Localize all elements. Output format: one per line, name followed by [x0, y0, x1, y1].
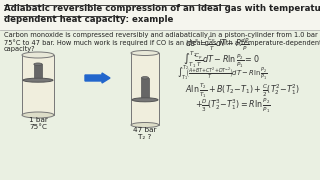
Ellipse shape [23, 78, 53, 82]
Bar [131, 53, 159, 125]
Bar [22, 55, 54, 115]
Text: $\int_{T_1}^{T_2}\!\!\left(\!\frac{A{+}BT{+}CT^2{+}DT^{-2}}{T}\!\right)\!dT - R\: $\int_{T_1}^{T_2}\!\!\left(\!\frac{A{+}B… [177, 64, 268, 83]
Text: $ds^s = \frac{C_p}{T}dT - R\frac{dP}{P}$: $ds^s = \frac{C_p}{T}dT - R\frac{dP}{P}$ [185, 35, 250, 53]
Bar [0, 0, 320, 30]
Ellipse shape [34, 63, 42, 66]
Bar [34, 64, 42, 80]
Text: T₂ ?: T₂ ? [138, 134, 152, 140]
Ellipse shape [132, 98, 158, 102]
Ellipse shape [22, 52, 54, 58]
Text: 75°C: 75°C [29, 124, 47, 130]
Text: dependent heat capacity: example: dependent heat capacity: example [4, 15, 173, 24]
Bar [0, 30, 320, 180]
Bar [141, 78, 149, 100]
Ellipse shape [131, 51, 159, 55]
FancyArrow shape [85, 73, 110, 83]
Text: $\int_{T_1}^{T_2}\!\frac{C_p}{T}dT - R\ln\frac{P_2}{P_1} = 0$: $\int_{T_1}^{T_2}\!\frac{C_p}{T}dT - R\l… [183, 49, 260, 70]
Text: 75°C to 47 bar. How much work is required if CO is an ideal gas with a temperatu: 75°C to 47 bar. How much work is require… [4, 39, 320, 46]
Text: $+ \frac{D}{3}(T_2^3{-}T_1^3) = R\ln\frac{P_2}{P_1}$: $+ \frac{D}{3}(T_2^3{-}T_1^3) = R\ln\fra… [195, 97, 271, 115]
Text: 47 bar: 47 bar [133, 127, 157, 133]
Text: 1 bar: 1 bar [28, 117, 47, 123]
Text: $A\ln\frac{T_2}{T_1} + B(T_2{-}T_1) + \frac{C}{2}(T_2^2{-}T_1^2)$: $A\ln\frac{T_2}{T_1} + B(T_2{-}T_1) + \f… [185, 82, 300, 100]
Ellipse shape [131, 123, 159, 127]
Ellipse shape [141, 76, 148, 79]
Text: Carbon monoxide is compressed reversibly and adiabatically in a piston-cylinder : Carbon monoxide is compressed reversibly… [4, 32, 320, 38]
Text: Adiabatic reversible compression of an ideal gas with temperature-: Adiabatic reversible compression of an i… [4, 4, 320, 13]
Ellipse shape [22, 112, 54, 118]
Text: capacity?: capacity? [4, 46, 36, 52]
